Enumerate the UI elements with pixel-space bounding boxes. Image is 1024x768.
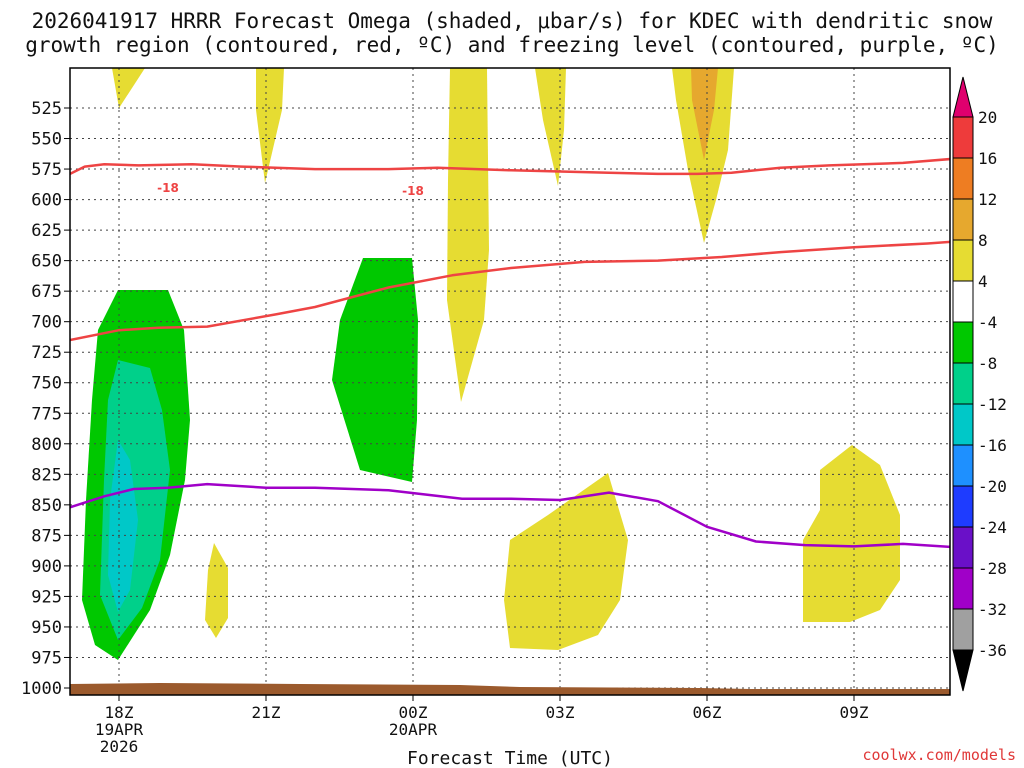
x-tick-label: 18Z [105, 703, 134, 722]
omega-shading [82, 68, 900, 660]
y-tick-label: 850 [31, 496, 62, 516]
omega-rising-area [205, 543, 228, 638]
y-tick-label: 550 [31, 130, 62, 150]
colorbar-swatch [952, 526, 974, 569]
colorbar-label: -16 [978, 436, 1007, 455]
contour-line [70, 482, 950, 549]
contour-labels: -18 -18 [152, 180, 429, 198]
omega-rising-area [256, 68, 284, 183]
contour-label-bg [152, 180, 184, 194]
omega-rising-area [672, 68, 734, 243]
contour-label-bg [397, 183, 429, 197]
x-tick-label: 19APR [95, 720, 144, 739]
y-tick-label: 1000 [21, 679, 62, 699]
colorbar-label: -36 [978, 641, 1007, 660]
colorbar-swatch [952, 608, 974, 651]
y-tick-label: 800 [31, 435, 62, 455]
y-axis: 525 550 575 600 625 650 675 700 725 750 775 800 825 8… [21, 99, 70, 699]
y-tick-label: 625 [31, 221, 62, 241]
colorbar-swatch [952, 239, 974, 282]
grid [70, 68, 950, 695]
x-tick-label: 2026 [100, 737, 139, 756]
colorbar-swatch [952, 567, 974, 610]
colorbar-label: -32 [978, 600, 1007, 619]
colorbar-label: 12 [978, 190, 997, 209]
colorbar-swatch [952, 485, 974, 528]
y-tick-label: 925 [31, 587, 62, 607]
y-tick-label: 600 [31, 191, 62, 211]
x-tick-label: 03Z [546, 703, 575, 722]
colorbar-label: -28 [978, 559, 1007, 578]
colorbar-swatch [952, 403, 974, 446]
omega-sinking-area [108, 440, 138, 612]
x-axis-title: Forecast Time (UTC) [407, 748, 613, 768]
colorbar-swatch [952, 362, 974, 405]
colorbar-label: -24 [978, 518, 1007, 537]
colorbar-label: 4 [978, 272, 988, 291]
x-tick-label: 06Z [693, 703, 722, 722]
y-tick-label: 950 [31, 618, 62, 638]
colorbar-swatch [952, 444, 974, 487]
colorbar-label: 8 [978, 231, 988, 250]
contour-label: -18 [402, 184, 424, 198]
contour-line [70, 240, 950, 342]
y-tick-label: 725 [31, 343, 62, 363]
y-tick-label: 750 [31, 374, 62, 394]
colorbar-label: -12 [978, 395, 1007, 414]
colorbar-swatch [952, 280, 974, 323]
y-tick-label: 875 [31, 526, 62, 546]
x-tick-label: 21Z [252, 703, 281, 722]
colorbar-swatch [952, 198, 974, 241]
y-tick-label: 900 [31, 557, 62, 577]
colorbar: 20 16 12 8 4 -4 -8 -12 -16 -20 -24 -28 -32 -36 [952, 76, 1007, 692]
omega-rising-area [504, 473, 628, 650]
omega-rising-area [691, 68, 718, 160]
y-tick-label: 575 [31, 160, 62, 180]
y-tick-label: 775 [31, 404, 62, 424]
credit-text: coolwx.com/models [862, 746, 1016, 764]
colorbar-label: -20 [978, 477, 1007, 496]
contours [70, 157, 950, 549]
omega-rising-area [803, 445, 900, 622]
x-tick-label: 09Z [840, 703, 869, 722]
y-tick-label: 675 [31, 282, 62, 302]
colorbar-swatch [952, 157, 974, 200]
omega-rising-area [535, 68, 566, 186]
x-tick-label: 00Z [399, 703, 428, 722]
y-tick-label: 975 [31, 648, 62, 668]
colorbar-swatch [952, 321, 974, 364]
colorbar-swatch [952, 116, 974, 159]
ground-terrain [70, 683, 950, 695]
y-tick-label: 525 [31, 99, 62, 119]
colorbar-label: -4 [978, 313, 997, 332]
omega-rising-area [447, 68, 489, 402]
plot-frame [69, 67, 951, 696]
y-tick-label: 700 [31, 313, 62, 333]
colorbar-label: 20 [978, 108, 997, 127]
y-tick-label: 825 [31, 465, 62, 485]
colorbar-label: 16 [978, 149, 997, 168]
chart-title-line2: growth region (contoured, red, ºC) and f… [25, 33, 999, 57]
contour-line [70, 157, 950, 176]
omega-rising-area [112, 68, 145, 108]
colorbar-cap [952, 649, 974, 692]
chart-title-line1: 2026041917 HRRR Forecast Omega (shaded, … [32, 9, 993, 33]
y-tick-label: 650 [31, 252, 62, 272]
omega-sinking-area [332, 258, 418, 482]
colorbar-cap [952, 76, 974, 118]
colorbar-label: -8 [978, 354, 997, 373]
x-tick-label: 20APR [389, 720, 438, 739]
contour-label: -18 [157, 181, 179, 195]
